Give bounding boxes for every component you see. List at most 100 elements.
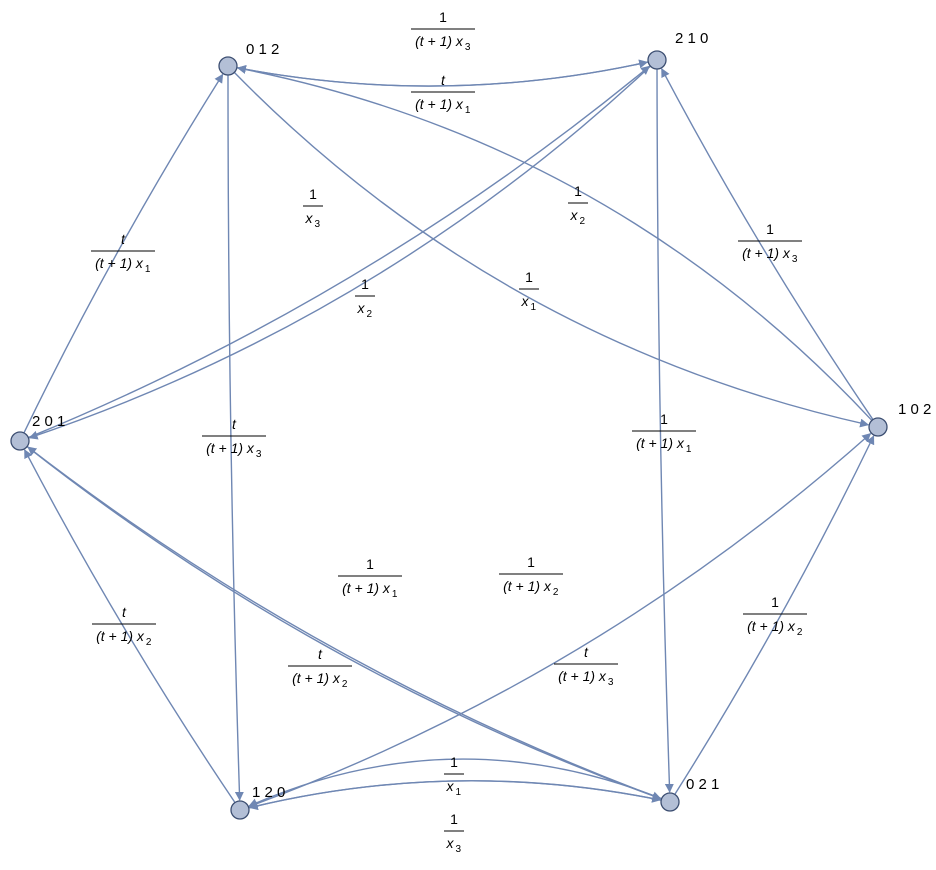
node-102	[868, 417, 888, 437]
edge-label-denominator: (t + 1) x	[95, 255, 144, 271]
edge-012-to-102	[233, 71, 870, 428]
edge-label-denominator: (t + 1) x	[96, 628, 145, 644]
edge-label-numerator: 1	[450, 754, 458, 770]
edge-label-numerator: t	[122, 604, 127, 620]
nodes-layer: 0 1 2 2 1 0 2 0 1 1 0 2 1 2 0 0 2 1	[10, 30, 931, 820]
edge-021-to-120	[248, 780, 662, 811]
edge-label-subscript: 1	[531, 302, 537, 313]
edge-label-subscript: 3	[608, 677, 614, 688]
node-label: 1 2 0	[252, 784, 285, 801]
edge-label: 1x 1	[444, 754, 464, 798]
edge-label-subscript: 3	[465, 42, 471, 53]
edge-label-denominator: (t + 1) x	[415, 96, 464, 112]
edge-labels-layer: 1(t + 1) x 3t(t + 1) x 1t(t + 1) x 11x 31x 2 1…	[91, 9, 807, 855]
node-120	[230, 800, 250, 820]
edge-label-subscript: 2	[342, 679, 348, 690]
edge-label-denominator: x	[357, 300, 366, 316]
edge-label-numerator: 1	[450, 811, 458, 827]
edge-label-denominator: x	[305, 210, 314, 226]
edge-label-numerator: 1	[366, 556, 374, 572]
edge-210-to-201	[28, 65, 651, 440]
edge-label: 1 x 2	[355, 276, 375, 320]
edge-label-denominator: x	[570, 207, 579, 223]
edge-label-subscript: 1	[392, 589, 398, 600]
edge-label-subscript: 2	[580, 216, 586, 227]
edge-label-numerator: 1	[771, 594, 779, 610]
edges-layer	[23, 59, 875, 811]
edge-label-numerator: t	[584, 644, 589, 660]
node-210	[647, 50, 667, 70]
edge-201-to-021	[26, 446, 662, 801]
edge-label-subscript: 3	[792, 254, 798, 265]
edge-label-numerator: 1	[439, 9, 447, 25]
edge-label-subscript: 2	[146, 637, 152, 648]
edge-label-numerator: 1	[309, 186, 317, 202]
edge-label-denominator: (t + 1) x	[558, 668, 607, 684]
edge-label-denominator: (t + 1) x	[206, 440, 255, 456]
edge-label-subscript: 3	[456, 844, 462, 855]
edge-201-to-210	[28, 65, 650, 439]
edge-label-subscript: 2	[367, 309, 373, 320]
edge-label: 1x 1	[519, 269, 539, 313]
edge-label-numerator: t	[232, 416, 237, 432]
edge-label-denominator: (t + 1) x	[636, 435, 685, 451]
edge-label-numerator: t	[441, 72, 446, 88]
node-label: 1 0 2	[898, 401, 931, 418]
edge-label-denominator: (t + 1) x	[747, 618, 796, 634]
edge-102-to-210	[661, 68, 874, 420]
edge-label-denominator: (t + 1) x	[292, 670, 341, 686]
edge-label: 1 x 2	[568, 183, 588, 227]
edge-label-denominator: x	[446, 778, 455, 794]
edge-label-subscript: 1	[456, 787, 462, 798]
edge-label-subscript: 3	[256, 449, 262, 460]
edge-label: 1 x 3	[444, 811, 464, 855]
edge-201-to-012	[23, 73, 224, 434]
edge-label-numerator: 1	[361, 276, 369, 292]
edge-label: 1 x 3	[303, 186, 323, 230]
edge-label-denominator: (t + 1) x	[503, 578, 552, 594]
edge-label-numerator: 1	[527, 554, 535, 570]
edge-label-denominator: (t + 1) x	[742, 245, 791, 261]
edge-label-numerator: 1	[660, 411, 668, 427]
edge-label-numerator: 1	[525, 269, 533, 285]
edge-102-to-012	[236, 65, 873, 421]
node-label: 2 1 0	[675, 30, 708, 47]
edge-label-denominator: x	[446, 835, 455, 851]
edge-label-subscript: 1	[465, 105, 471, 116]
edge-label-subscript: 1	[145, 264, 151, 275]
node-label: 0 2 1	[686, 776, 719, 793]
edge-label-subscript: 1	[686, 444, 692, 455]
node-label: 2 0 1	[32, 413, 65, 430]
edge-120-to-201	[24, 449, 236, 803]
edge-021-to-120	[248, 758, 662, 807]
edge-label-subscript: 2	[797, 627, 803, 638]
node-021	[660, 792, 680, 812]
edge-label-denominator: (t + 1) x	[342, 580, 391, 596]
edge-label-subscript: 3	[315, 219, 321, 230]
node-201	[10, 431, 30, 451]
edge-210-to-012	[236, 61, 649, 87]
edge-label-denominator: (t + 1) x	[415, 33, 464, 49]
node-label: 0 1 2	[246, 41, 279, 58]
edge-021-to-102	[674, 435, 875, 795]
edge-label-numerator: t	[318, 646, 323, 662]
edge-label-numerator: t	[121, 231, 126, 247]
edge-120-to-102	[248, 433, 872, 808]
edge-label-numerator: 1	[574, 183, 582, 199]
node-012	[218, 56, 238, 76]
edge-label-numerator: 1	[766, 221, 774, 237]
edge-012-to-120	[227, 74, 244, 801]
